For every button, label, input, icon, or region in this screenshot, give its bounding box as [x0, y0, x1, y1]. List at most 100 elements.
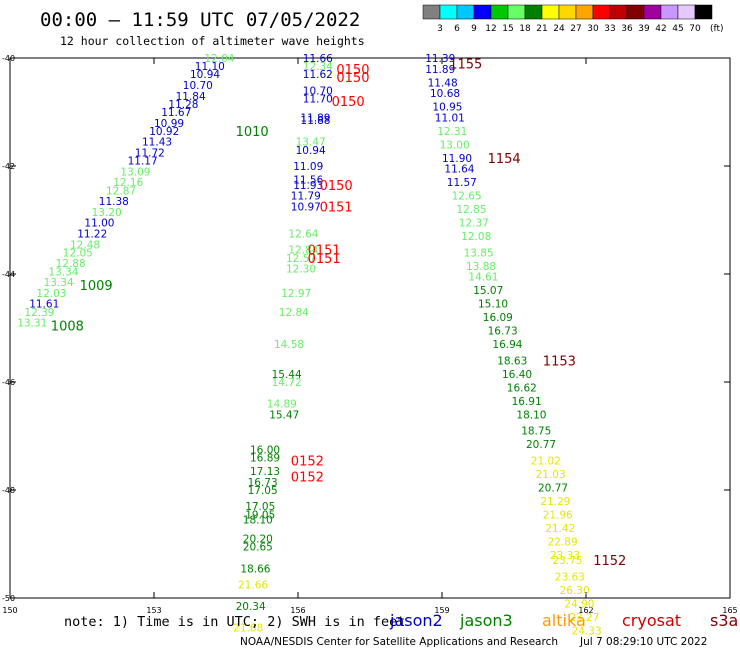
wave-height-label: 11.38 [99, 196, 129, 208]
legend-swatch [609, 4, 628, 20]
wave-height-label: 16.89 [250, 453, 280, 465]
wave-height-label: 18.66 [240, 563, 270, 575]
wave-height-label: 12.97 [281, 288, 311, 300]
wave-height-label: 11.22 [77, 229, 107, 241]
y-tick-label: -40 [2, 54, 15, 63]
wave-height-label: 12.31 [437, 126, 467, 138]
wave-height-label: 16.91 [512, 396, 542, 408]
wave-height-label: 18.10 [516, 409, 546, 421]
satellite-name-altika: altika [542, 611, 586, 630]
footer-timestamp: Jul 7 08:29:10 UTC 2022 [579, 636, 707, 648]
legend-swatch [507, 4, 526, 20]
legend-swatch [422, 4, 441, 20]
pass-time-label: 0150 [320, 179, 353, 194]
wave-height-label: 15.10 [478, 299, 508, 311]
wave-height-label: 16.00 [250, 445, 280, 457]
wave-height-label: 13.47 [296, 137, 326, 149]
legend-bin-label: 27 [570, 24, 581, 34]
pass-time-label: 1155 [449, 57, 482, 72]
wave-height-label: 10.70 [183, 80, 213, 92]
legend-swatch [660, 4, 679, 20]
wave-height-label: 16.73 [488, 326, 518, 338]
wave-height-label: 11.57 [447, 177, 477, 189]
wave-height-label: 11.43 [142, 137, 172, 149]
wave-height-label: 14.89 [267, 399, 297, 411]
wave-height-label: 18.75 [521, 426, 551, 438]
pass-time-label: 0150 [336, 71, 369, 86]
y-tick-label: -50 [2, 594, 15, 603]
grid-ticks [9, 57, 731, 599]
x-tick-label: 159 [434, 606, 449, 615]
legend-swatch [643, 4, 662, 20]
legend-bin-label: 42 [655, 24, 666, 34]
wave-height-label: 11.48 [428, 77, 458, 89]
legend-swatch [694, 4, 713, 20]
wave-height-label: 20.65 [243, 542, 273, 554]
wave-height-values: 12.0411.1010.9410.7011.8411.2811.6710.99… [17, 53, 601, 637]
pass-time-label: 0150 [332, 95, 365, 110]
x-tick-label: 162 [578, 606, 593, 615]
legend-swatch [439, 4, 458, 20]
wave-height-label: 26.30 [560, 585, 590, 597]
legend-bin-label: 45 [672, 24, 683, 34]
wave-height-label: 10.94 [190, 69, 220, 81]
wave-height-label: 12.65 [452, 191, 482, 203]
wave-height-label: 20.77 [538, 482, 568, 494]
wave-height-label: 23.33 [550, 550, 580, 562]
wave-height-label: 24.90 [564, 598, 594, 610]
pass-time-labels: 1010100910080150015001500150015101510151… [51, 57, 626, 569]
wave-height-label: 14.72 [272, 377, 302, 389]
wave-height-label: 13.20 [92, 207, 122, 219]
wave-height-label: 10.70 [303, 85, 333, 97]
wave-height-label: 21.03 [536, 469, 566, 481]
wave-height-label: 12.05 [63, 247, 93, 259]
legend-bin-label: 12 [485, 24, 496, 34]
wave-height-label: 12.34 [303, 61, 333, 73]
wave-height-label: 21.96 [543, 509, 573, 521]
pass-time-label: 1008 [51, 319, 84, 334]
satellite-name-s3a: s3a [710, 611, 738, 630]
wave-height-label: 13.88 [466, 261, 496, 273]
wave-height-label: 11.90 [442, 153, 472, 165]
wave-height-label: 20.34 [236, 601, 266, 613]
wave-height-label: 10.68 [430, 88, 460, 100]
wave-height-label: 11.00 [84, 218, 114, 230]
wave-height-label: 11.67 [161, 107, 191, 119]
wave-height-label: 16.94 [492, 339, 522, 351]
wave-height-label: 10.99 [154, 118, 184, 130]
satellite-name-jason2: jason2 [389, 611, 443, 630]
legend-bin-label: 21 [536, 24, 547, 34]
legend-bin-label: 24 [553, 24, 565, 34]
wave-height-label: 23.75 [552, 555, 582, 567]
wave-height-label: 11.64 [444, 164, 474, 176]
wave-height-label: 15.44 [272, 369, 302, 381]
footer-note: note: 1) Time is in UTC; 2) SWH is in fe… [64, 614, 405, 630]
wave-height-label: 21.68 [233, 623, 263, 635]
pass-time-label: 0151 [308, 244, 341, 259]
satellite-legend: jason2 jason3 altika cryosat s3a [389, 611, 738, 630]
x-tick-label: 150 [2, 606, 17, 615]
wave-height-label: 13.85 [464, 247, 494, 259]
y-tick-label: -42 [2, 162, 15, 171]
y-tick-label: -44 [2, 270, 15, 279]
wave-height-label: 11.89 [425, 64, 455, 76]
wave-height-label: 23.27 [569, 612, 599, 624]
legend-bin-label: 33 [604, 24, 615, 34]
legend-bin-label: 6 [454, 24, 460, 34]
legend-swatch [524, 4, 543, 20]
y-tick-label: -48 [2, 486, 15, 495]
wave-height-label: 11.72 [135, 148, 165, 160]
wave-height-label: 12.37 [459, 218, 489, 230]
y-tick-label: -46 [2, 378, 15, 387]
wave-height-label: 12.84 [288, 245, 318, 257]
legend-unit-label: (ft) [710, 24, 724, 34]
legend-bin-label: 15 [502, 24, 513, 34]
chart-title: 00:00 – 11:59 UTC 07/05/2022 [40, 9, 360, 31]
pass-time-label: 1152 [593, 554, 626, 569]
wave-height-label: 11.10 [195, 61, 225, 73]
wave-height-label: 13.31 [17, 318, 47, 330]
wave-height-label: 12.48 [70, 239, 100, 251]
wave-height-label: 10.92 [149, 126, 179, 138]
wave-height-label: 11.79 [291, 191, 321, 203]
